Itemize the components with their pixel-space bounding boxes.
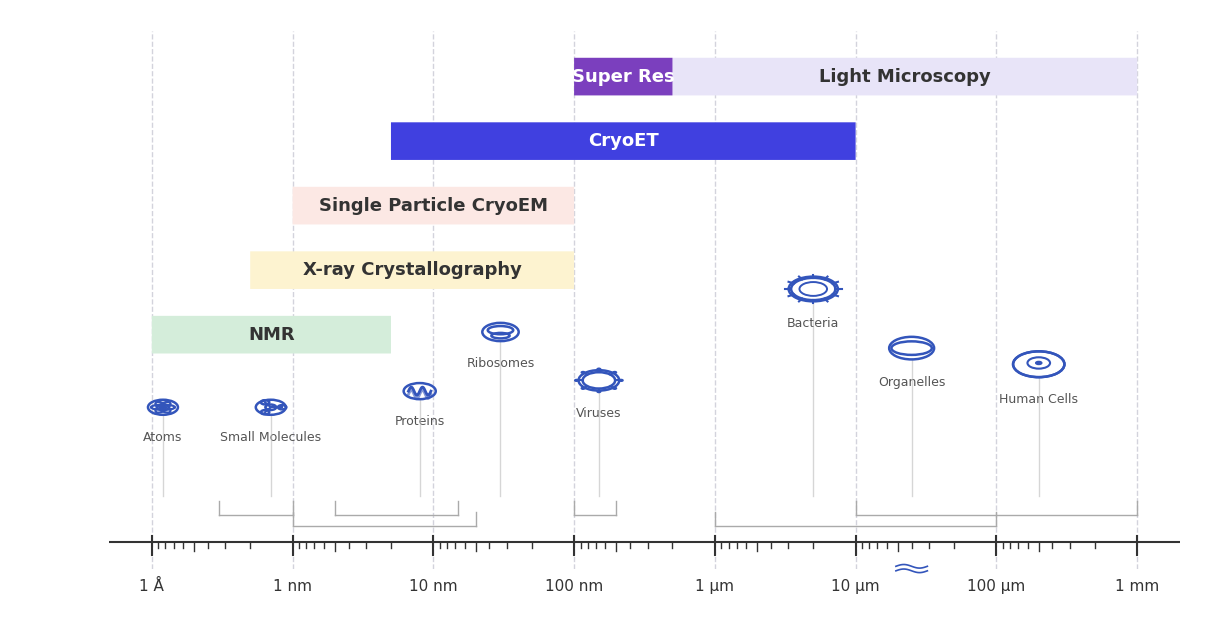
- Text: Atoms: Atoms: [143, 431, 182, 444]
- Text: Human Cells: Human Cells: [1000, 393, 1079, 406]
- FancyBboxPatch shape: [392, 122, 856, 160]
- Text: 1 mm: 1 mm: [1115, 579, 1159, 595]
- Circle shape: [581, 371, 585, 373]
- Text: Proteins: Proteins: [394, 415, 445, 428]
- Text: 100 nm: 100 nm: [545, 579, 603, 595]
- Text: Super Res: Super Res: [572, 67, 675, 86]
- Text: CryoET: CryoET: [587, 132, 659, 150]
- Text: NMR: NMR: [248, 326, 294, 344]
- FancyBboxPatch shape: [293, 187, 574, 224]
- Text: Single Particle CryoEM: Single Particle CryoEM: [319, 197, 548, 214]
- Text: X-ray Crystallography: X-ray Crystallography: [303, 261, 522, 279]
- Text: Viruses: Viruses: [576, 407, 621, 420]
- Text: 10 nm: 10 nm: [409, 579, 457, 595]
- FancyBboxPatch shape: [672, 57, 1137, 95]
- Text: 10 μm: 10 μm: [832, 579, 880, 595]
- Text: Organelles: Organelles: [878, 376, 945, 389]
- FancyBboxPatch shape: [250, 252, 574, 289]
- Text: 1 μm: 1 μm: [696, 579, 734, 595]
- Text: 1 Å: 1 Å: [140, 579, 164, 595]
- Circle shape: [581, 387, 585, 389]
- Text: 1 nm: 1 nm: [274, 579, 313, 595]
- Text: Light Microscopy: Light Microscopy: [818, 67, 991, 86]
- FancyBboxPatch shape: [152, 316, 392, 353]
- Circle shape: [613, 371, 617, 373]
- Circle shape: [597, 391, 601, 392]
- Circle shape: [575, 379, 579, 381]
- Circle shape: [613, 387, 617, 389]
- Text: Ribosomes: Ribosomes: [467, 357, 535, 370]
- Circle shape: [159, 405, 167, 409]
- Text: Small Molecules: Small Molecules: [220, 431, 321, 444]
- Circle shape: [619, 379, 623, 381]
- FancyBboxPatch shape: [574, 57, 672, 95]
- Circle shape: [597, 368, 601, 370]
- Text: Bacteria: Bacteria: [787, 318, 839, 331]
- Text: 100 μm: 100 μm: [967, 579, 1025, 595]
- Circle shape: [1036, 362, 1042, 365]
